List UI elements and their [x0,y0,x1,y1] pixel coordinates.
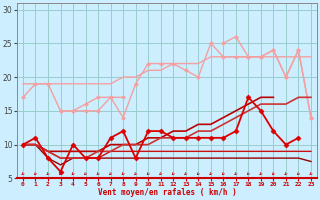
X-axis label: Vent moyen/en rafales ( km/h ): Vent moyen/en rafales ( km/h ) [98,188,236,197]
